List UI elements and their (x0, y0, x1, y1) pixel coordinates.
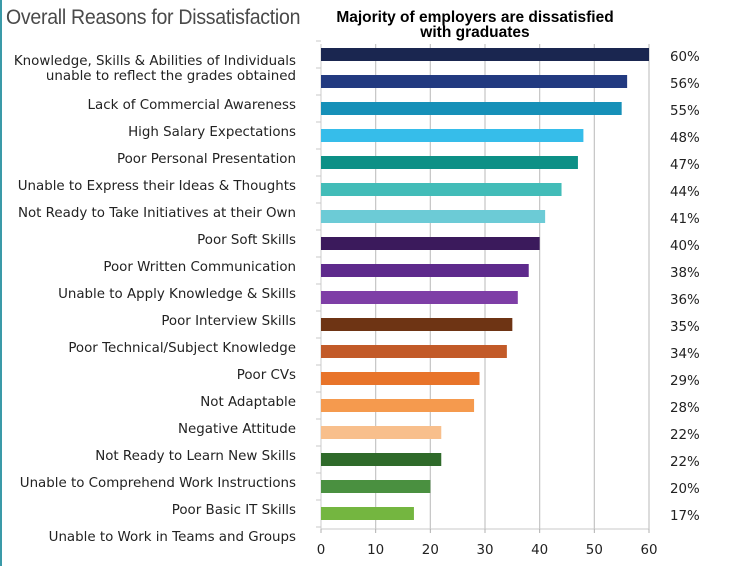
category-label: Knowledge, Skills & Abilities of Individ… (14, 54, 296, 69)
x-tick-label-30: 30 (476, 543, 493, 558)
category-label: Unable to Work in Teams and Groups (49, 530, 296, 545)
value-label: 55% (670, 104, 700, 119)
category-label: Poor CVs (237, 368, 296, 383)
value-labels: 60% 56% 55% 48% 47% 44% 41% 40% 38% 36% 35% 34% 29% 2… (670, 50, 700, 524)
value-label: 41% (670, 212, 700, 227)
x-tick-label-50: 50 (586, 543, 603, 558)
category-label: Unable to Apply Knowledge & Skills (58, 287, 296, 302)
value-label: 40% (670, 239, 700, 254)
category-label: Not Ready to Learn New Skills (95, 449, 296, 464)
bar (321, 210, 546, 223)
x-tick-label-60: 60 (640, 543, 657, 558)
category-label: Not Adaptable (200, 395, 296, 410)
value-label: 60% (670, 50, 700, 65)
value-label: 35% (670, 320, 700, 335)
bar (321, 75, 628, 88)
bar (321, 48, 649, 61)
category-label: Unable to Express their Ideas & Thoughts (18, 179, 296, 194)
category-label: Poor Written Communication (103, 260, 296, 275)
bar (321, 426, 442, 439)
left-border-rule (0, 0, 2, 566)
value-label: 36% (670, 293, 700, 308)
bar (321, 453, 442, 466)
bar (321, 372, 480, 385)
bars (321, 48, 649, 520)
bar (321, 156, 578, 169)
value-label: 22% (670, 455, 700, 470)
category-label: Poor Personal Presentation (117, 152, 296, 167)
value-label: 48% (670, 131, 700, 146)
category-label: High Salary Expectations (128, 125, 296, 140)
category-label: Negative Attitude (178, 422, 296, 437)
value-label: 56% (670, 77, 700, 92)
category-label: Unable to Comprehend Work Instructions (20, 476, 296, 491)
chart-subtitle: Majority of employers are dissatisfied w… (336, 9, 614, 41)
category-label: Poor Technical/Subject Knowledge (68, 341, 296, 356)
bar (321, 480, 431, 493)
bar (321, 264, 529, 277)
x-tick-label-40: 40 (531, 543, 548, 558)
value-label: 22% (670, 428, 700, 443)
value-label: 44% (670, 185, 700, 200)
bar (321, 183, 562, 196)
value-label: 47% (670, 158, 700, 173)
bar (321, 318, 513, 331)
value-label: 38% (670, 266, 700, 281)
x-tick-label-0: 0 (317, 543, 326, 558)
category-label: Poor Soft Skills (197, 233, 296, 248)
bar (321, 507, 414, 520)
value-label: 29% (670, 374, 700, 389)
chart-title: Overall Reasons for Dissatisfaction (6, 6, 301, 29)
category-label: Lack of Commercial Awareness (88, 98, 296, 113)
x-tick-label-10: 10 (367, 543, 384, 558)
bar (321, 237, 540, 250)
value-label: 34% (670, 347, 700, 362)
value-label: 28% (670, 401, 700, 416)
value-label: 20% (670, 482, 700, 497)
bar (321, 102, 622, 115)
category-label: Poor Basic IT Skills (172, 503, 296, 518)
category-label: Not Ready to Take Initiatives at their O… (18, 206, 296, 221)
x-axis-ticks: 0 10 20 30 40 50 60 (317, 529, 658, 558)
category-labels: Knowledge, Skills & Abilities of Individ… (14, 54, 296, 545)
category-label: Poor Interview Skills (161, 314, 296, 329)
value-label: 17% (670, 509, 700, 524)
bar (321, 291, 518, 304)
bar (321, 129, 584, 142)
bar (321, 345, 507, 358)
x-tick-label-20: 20 (422, 543, 439, 558)
category-label: unable to reflect the grades obtained (46, 69, 296, 84)
bar (321, 399, 475, 412)
